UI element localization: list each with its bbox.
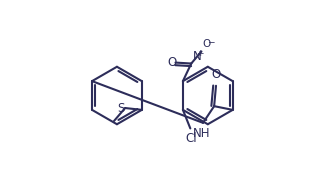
Text: N: N (193, 50, 201, 63)
Text: O: O (211, 68, 221, 81)
Text: Cl: Cl (185, 132, 197, 145)
Text: +: + (196, 49, 204, 58)
Text: O: O (202, 39, 211, 49)
Text: NH: NH (193, 127, 211, 141)
Text: S: S (117, 102, 124, 115)
Text: O: O (168, 56, 177, 69)
Text: −: − (207, 37, 214, 46)
